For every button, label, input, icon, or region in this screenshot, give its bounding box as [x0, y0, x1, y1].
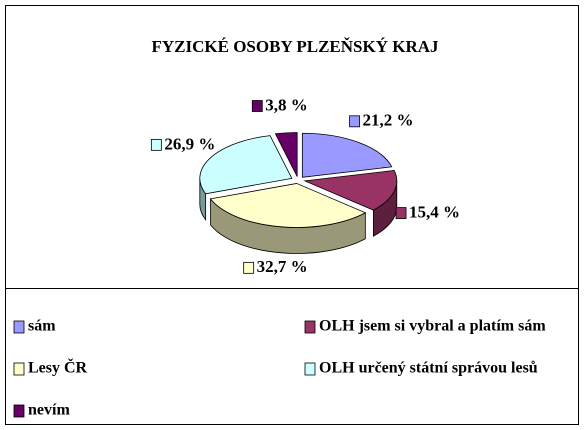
data-label: 15,4 % — [409, 202, 460, 221]
legend-label: sám — [28, 318, 56, 335]
legend-label: OLH určený státní správou lesů — [319, 360, 538, 377]
pie-slice — [209, 183, 367, 228]
chart-title: FYZICKÉ OSOBY PLZEŇSKÝ KRAJ — [152, 37, 439, 56]
data-label: 26,9 % — [164, 134, 215, 153]
pie-slice — [274, 132, 298, 177]
legend-box — [5, 288, 579, 425]
pie-slice — [199, 135, 293, 195]
legend-label: Lesy ČR — [28, 358, 88, 377]
legend-label: OLH jsem si vybral a platím sám — [319, 318, 546, 335]
data-label: 32,7 % — [257, 257, 308, 276]
legend-swatch — [13, 320, 25, 334]
legend-label: nevím — [28, 402, 70, 419]
data-label: 21,2 % — [363, 111, 414, 130]
label-swatch — [251, 100, 263, 112]
legend-swatch — [13, 362, 25, 376]
data-label: 3,8 % — [265, 95, 308, 114]
pie-slice — [301, 132, 393, 178]
pie-slice — [303, 170, 398, 211]
label-swatch — [349, 115, 360, 128]
legend-swatch — [304, 362, 316, 376]
legend-swatch — [13, 404, 25, 418]
label-swatch — [395, 207, 407, 219]
legend-swatch — [304, 320, 316, 334]
label-swatch — [150, 138, 162, 151]
label-swatch — [243, 261, 255, 274]
